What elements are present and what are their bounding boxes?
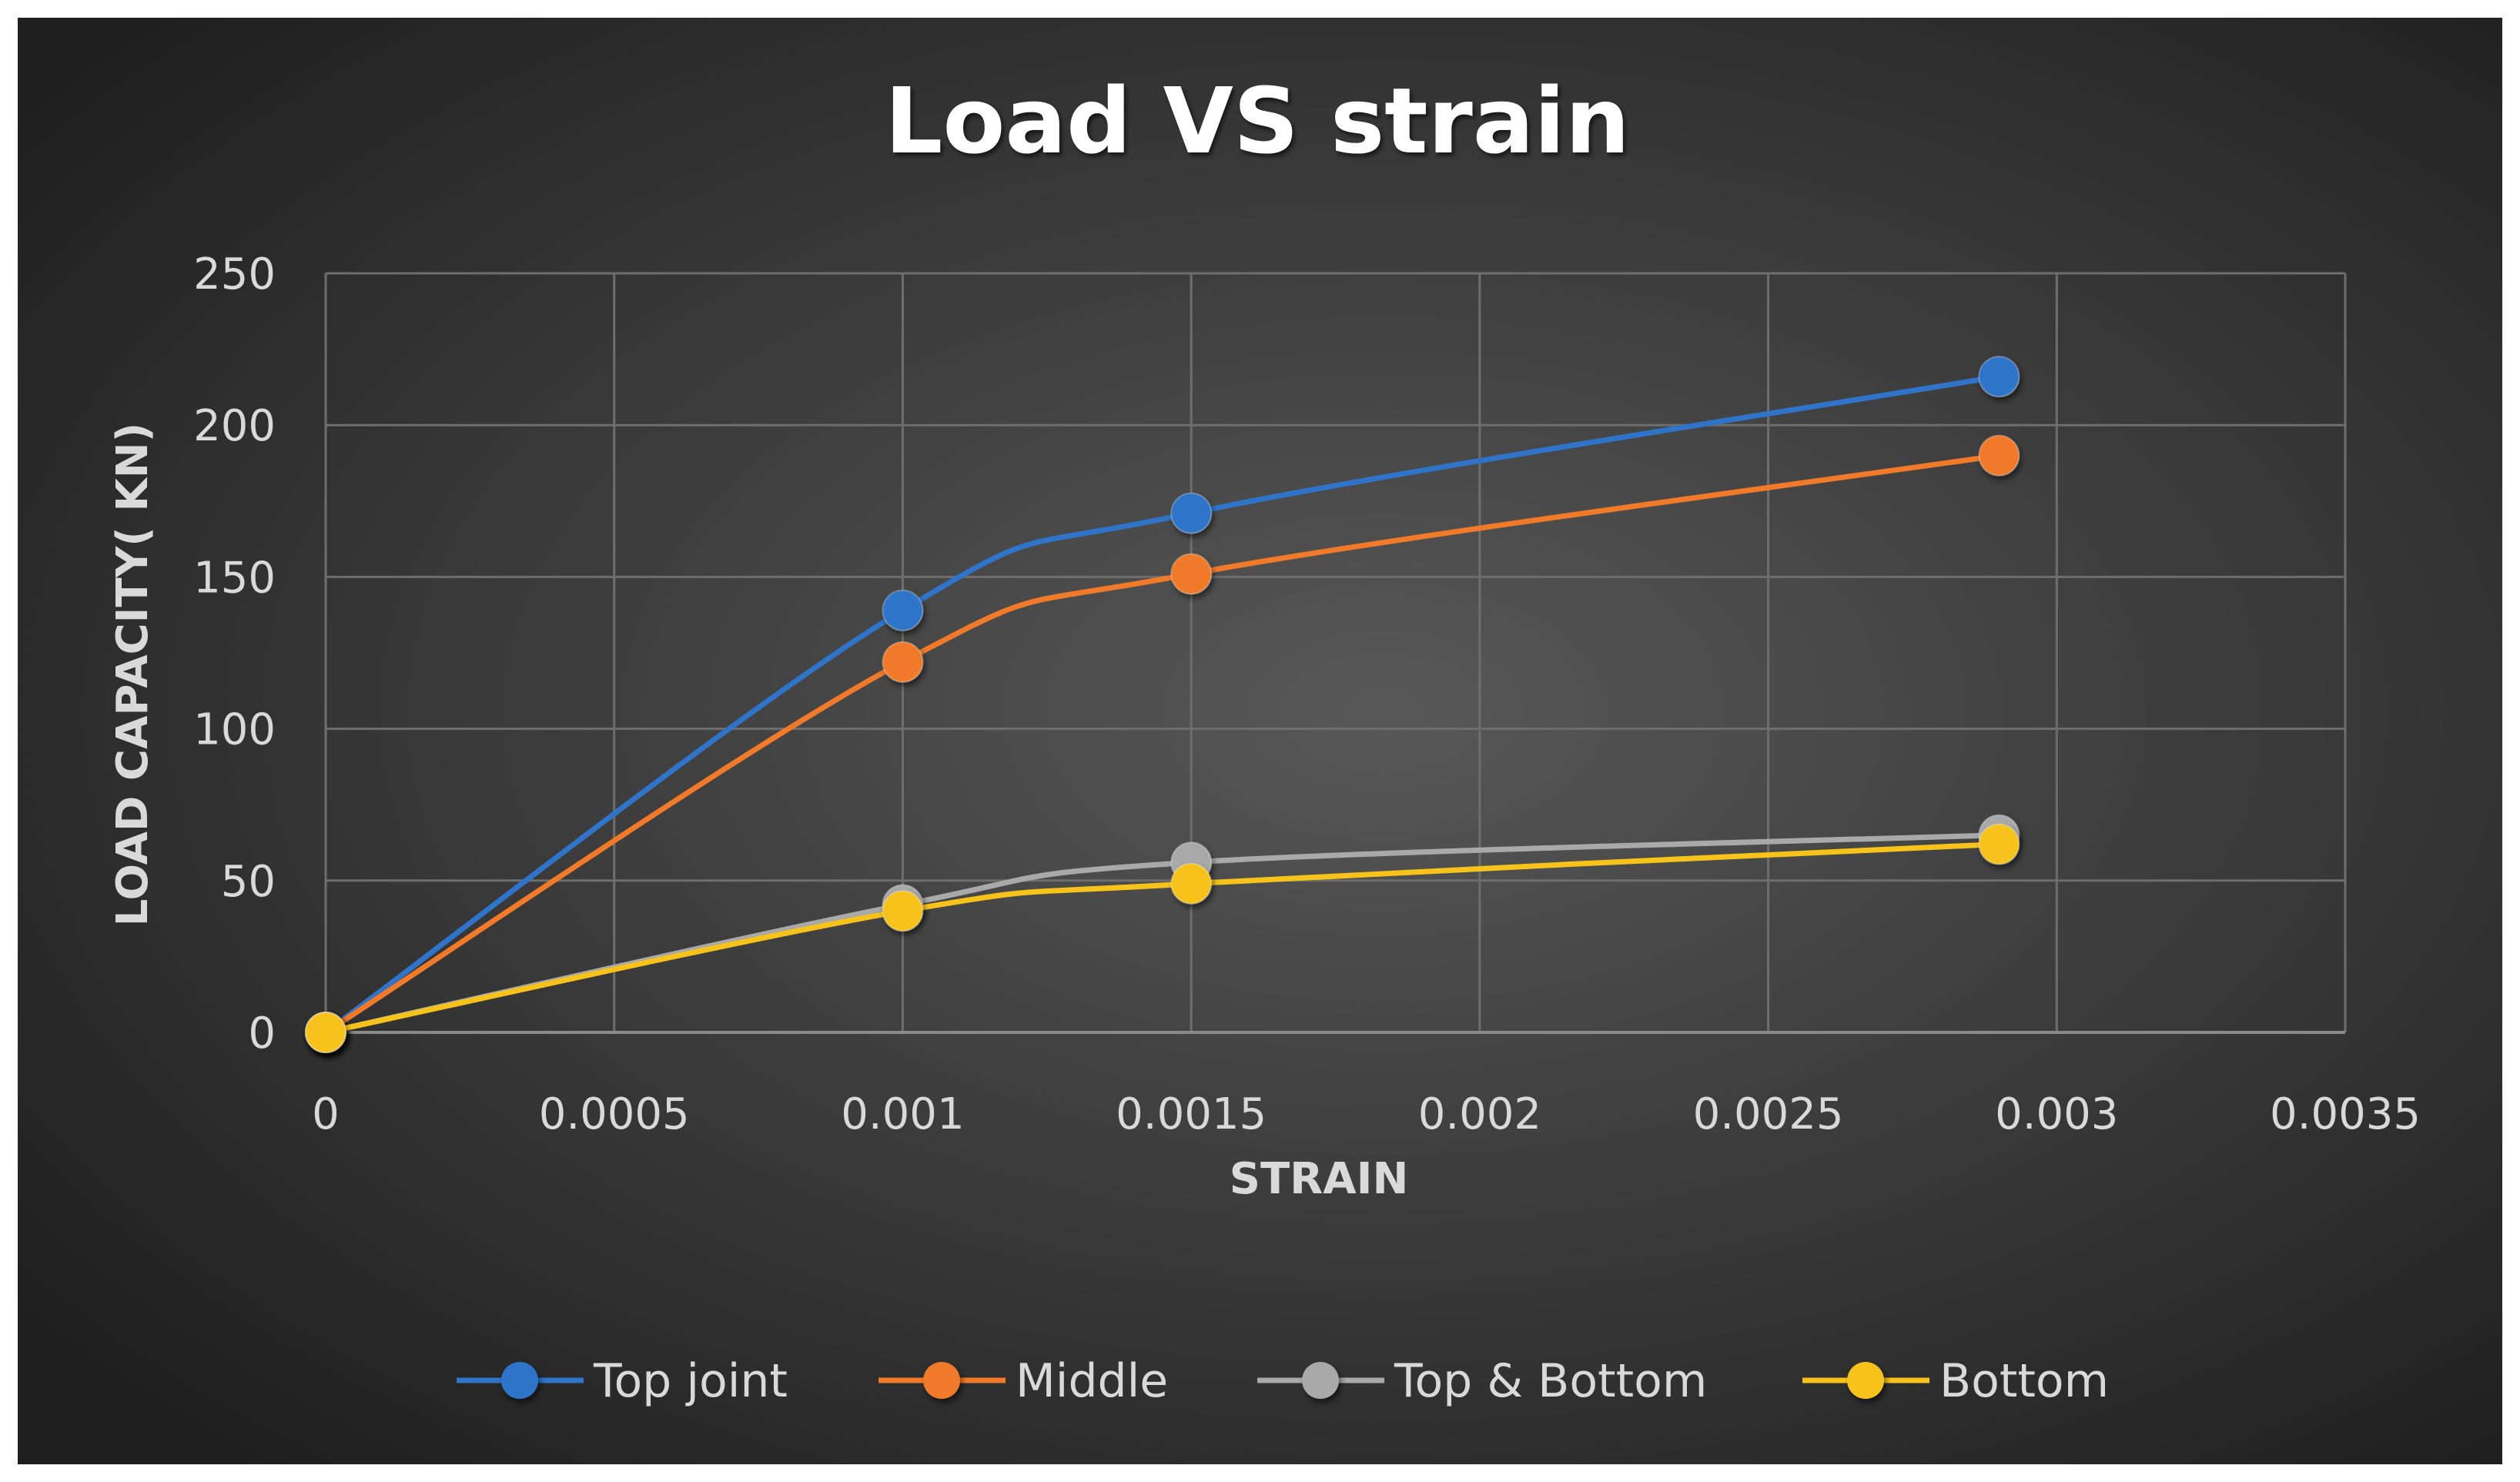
data-point-bottom xyxy=(882,890,924,932)
y-axis-tick-labels: 0 50 100 150 200 250 xyxy=(193,249,276,1059)
x-tick-label: 0.0005 xyxy=(539,1089,690,1139)
data-point-top-joint xyxy=(1978,356,2020,398)
y-tick-label: 150 xyxy=(193,553,276,603)
chart: Load VS strain 0 50 100 150 200 250 0 0.0005 0.… xyxy=(18,18,2502,1464)
data-point-middle xyxy=(882,641,924,683)
chart-frame: Load VS strain 0 50 100 150 200 250 0 0.0005 0.… xyxy=(18,18,2502,1464)
legend-item-bottom: Bottom xyxy=(1802,1354,2109,1408)
legend-label: Bottom xyxy=(1939,1354,2109,1408)
legend-label: Middle xyxy=(1016,1354,1168,1408)
legend: Top joint Middle Top & Bottom Bottom xyxy=(457,1354,2109,1408)
data-point-top-joint xyxy=(1170,492,1213,534)
y-tick-label: 50 xyxy=(221,857,276,907)
data-point-bottom xyxy=(1978,823,2020,865)
x-tick-label: 0 xyxy=(312,1089,340,1139)
x-tick-label: 0.0015 xyxy=(1116,1089,1267,1139)
series-line-top-joint xyxy=(323,373,2002,1035)
x-axis-title: STRAIN xyxy=(1230,1154,1409,1204)
legend-label: Top joint xyxy=(593,1354,788,1408)
x-axis-tick-labels: 0 0.0005 0.001 0.0015 0.002 0.0025 0.003 0.0035 xyxy=(312,1089,2421,1139)
gridlines xyxy=(324,272,2347,1032)
data-point-middle xyxy=(1170,553,1213,595)
legend-marker xyxy=(1302,1362,1339,1399)
y-tick-label: 250 xyxy=(193,249,276,299)
chart-title: Load VS strain xyxy=(885,68,1630,174)
x-tick-label: 0.002 xyxy=(1418,1089,1541,1139)
legend-marker xyxy=(923,1362,960,1399)
chart-background xyxy=(18,18,2502,1464)
series-line-bottom xyxy=(323,841,2002,1035)
y-tick-label: 200 xyxy=(193,401,276,451)
data-point-top-joint xyxy=(882,589,924,631)
data-point-middle xyxy=(1978,434,2020,477)
x-tick-label: 0.003 xyxy=(1995,1089,2118,1139)
x-tick-label: 0.0035 xyxy=(2270,1089,2421,1139)
y-axis-title: LOAD CAPACITY( KN) xyxy=(108,423,158,926)
x-tick-label: 0.0025 xyxy=(1693,1089,1844,1139)
data-point-bottom xyxy=(1170,862,1213,905)
data-point-bottom xyxy=(305,1012,346,1053)
legend-marker xyxy=(501,1362,538,1399)
series-bottom xyxy=(305,823,2020,1053)
legend-label: Top & Bottom xyxy=(1394,1354,1707,1408)
y-tick-label: 0 xyxy=(248,1009,276,1059)
legend-item-middle: Middle xyxy=(878,1354,1168,1408)
legend-item-top-bottom: Top & Bottom xyxy=(1257,1354,1707,1408)
data-series xyxy=(305,356,2020,1053)
x-tick-label: 0.001 xyxy=(841,1089,964,1139)
y-tick-label: 100 xyxy=(193,705,276,755)
series-line-middle xyxy=(323,453,2002,1035)
legend-marker xyxy=(1847,1362,1884,1399)
legend-item-top-joint: Top joint xyxy=(457,1354,788,1408)
